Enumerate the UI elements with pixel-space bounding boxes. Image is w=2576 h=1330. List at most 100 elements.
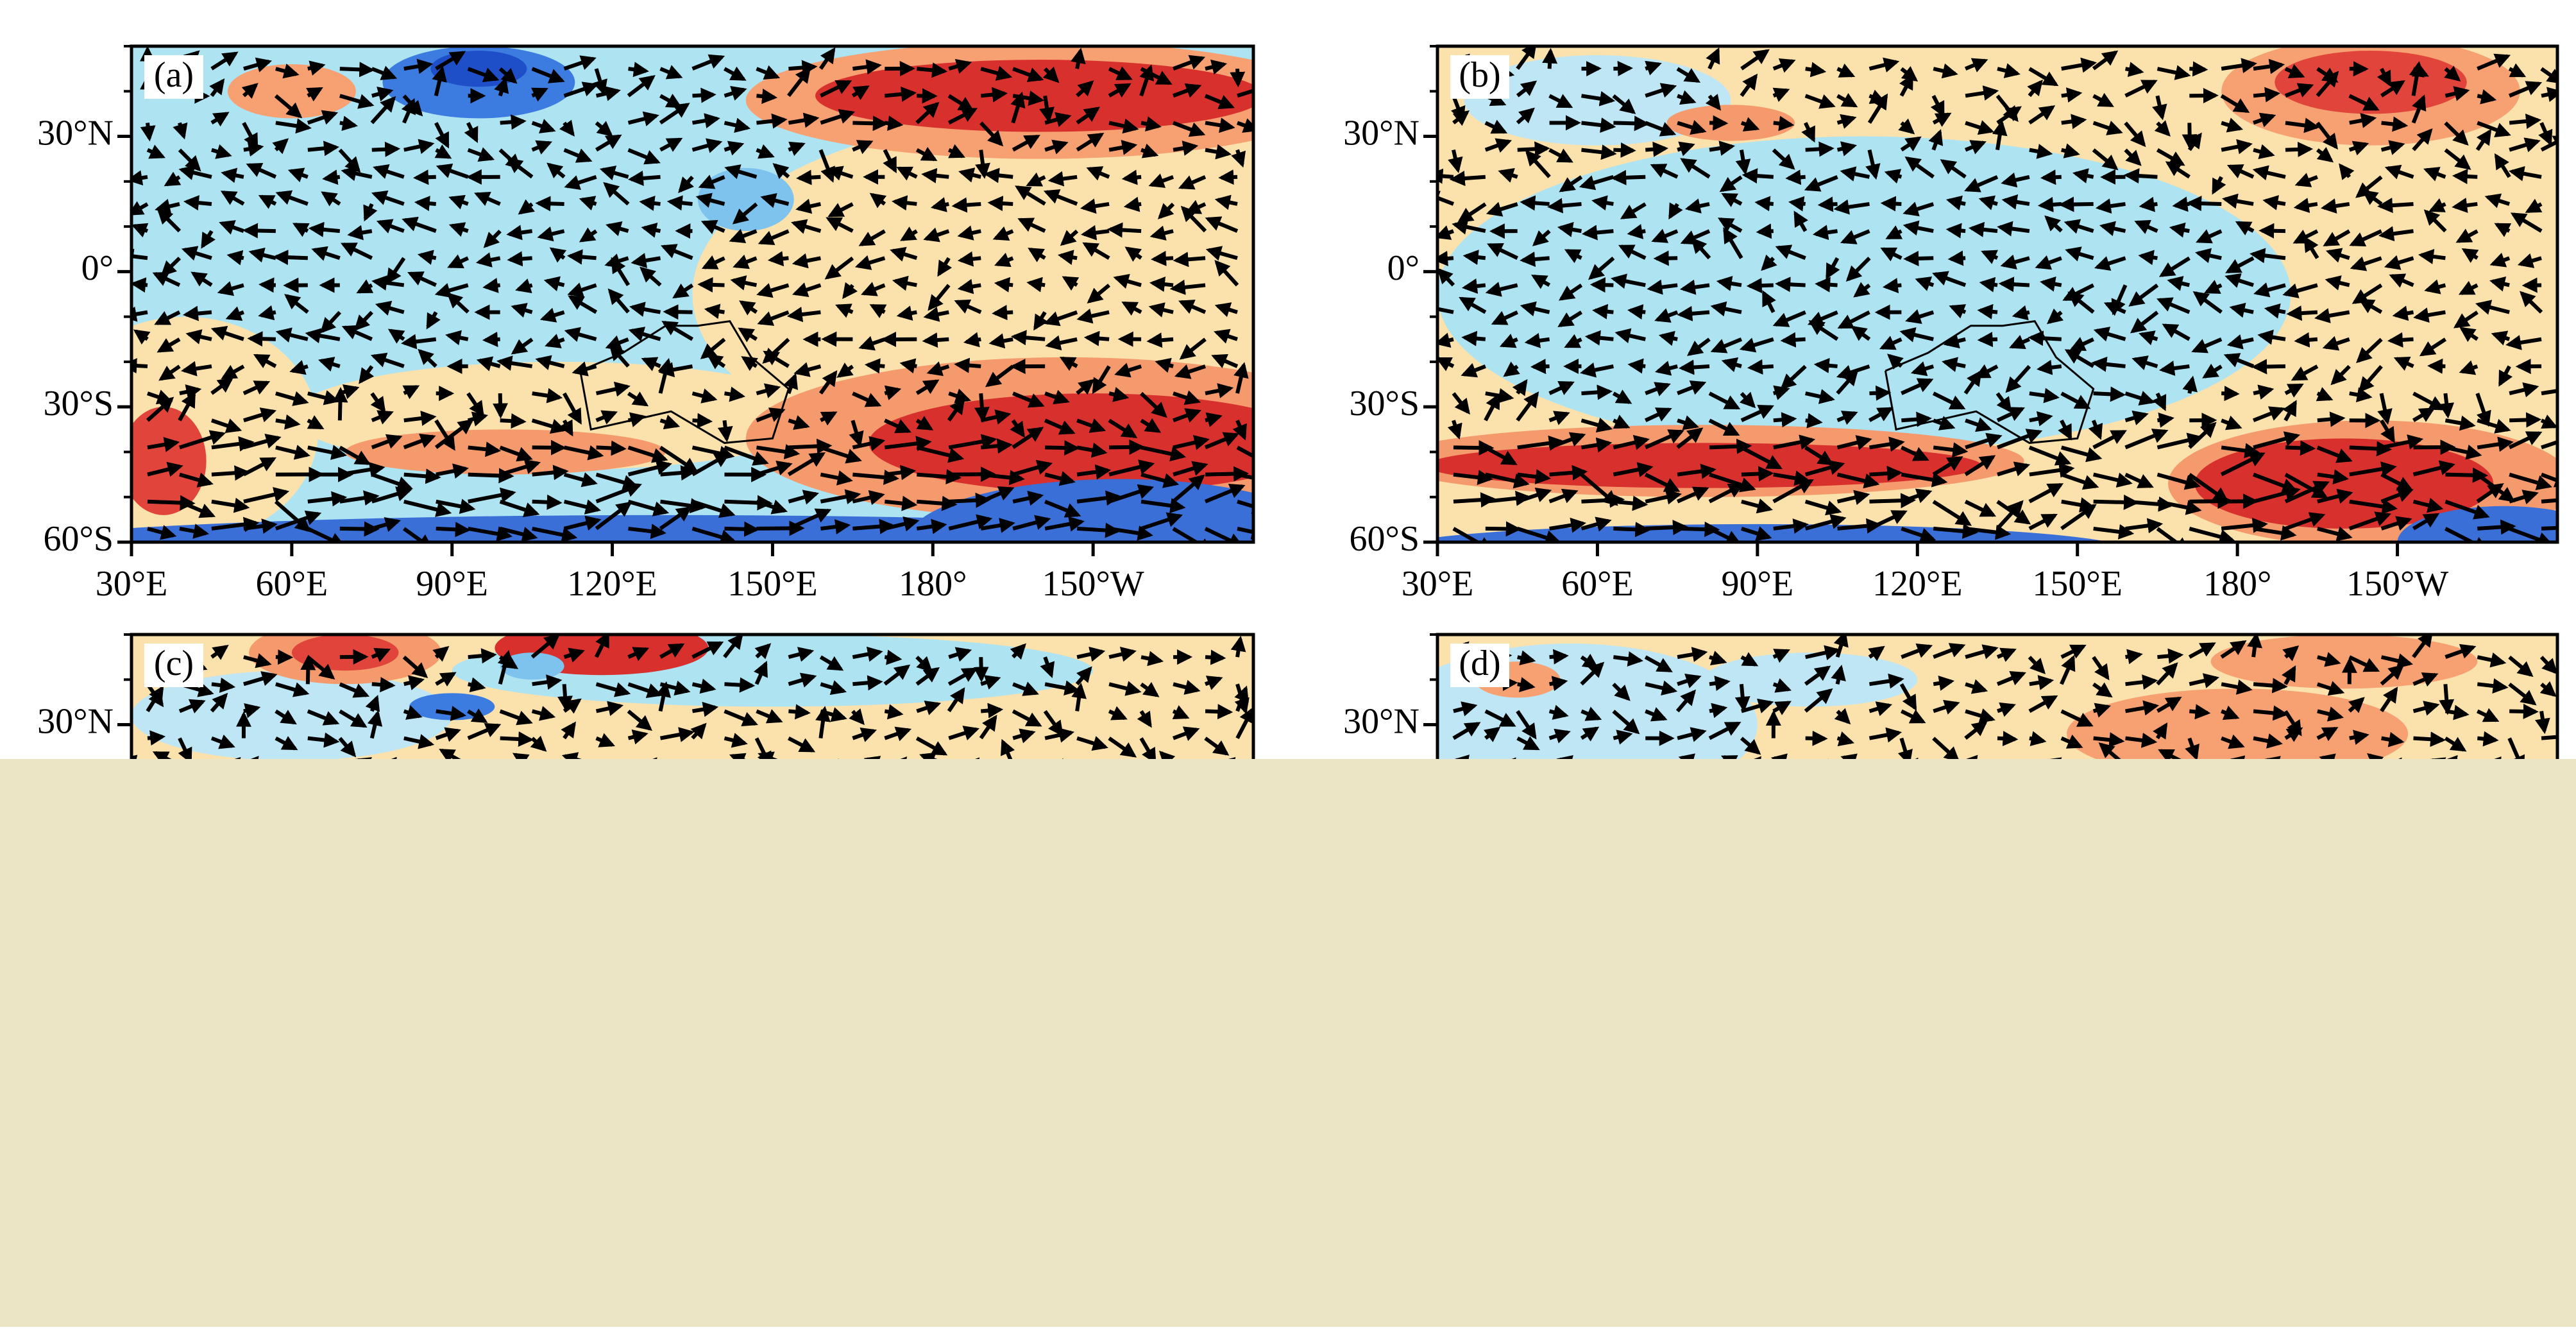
wind-vector (1588, 337, 1614, 339)
wind-vector (2455, 176, 2478, 177)
wind-vector (1778, 284, 1806, 285)
wind-vector (500, 121, 523, 123)
wind-vector (340, 390, 341, 420)
wind-vector (1205, 657, 1223, 658)
wind-vector (1465, 285, 1486, 287)
wind-vector (2062, 93, 2080, 96)
wind-vector (1045, 447, 1076, 448)
wind-vector (1585, 231, 1614, 234)
x-tick-label: 30°E (1402, 564, 1474, 604)
wind-vector (2477, 738, 2496, 740)
wind-vector (1550, 656, 1566, 657)
wind-vector (418, 202, 436, 204)
wind-vector (981, 94, 1004, 96)
wind-vector (1534, 366, 1550, 367)
x-tick-label: 120°E (567, 564, 657, 604)
x-tick-label: 180° (899, 564, 967, 604)
wind-vector (885, 123, 900, 124)
wind-vector (1631, 364, 1645, 366)
x-tick-label: 150°E (727, 564, 818, 604)
wind-vector (2126, 654, 2140, 657)
wind-vector (2255, 366, 2285, 367)
wind-vector (799, 177, 821, 178)
wind-vector (1109, 447, 1142, 448)
wind-vector (2253, 94, 2277, 96)
wind-vector (436, 529, 468, 530)
shaded-anomaly (2211, 635, 2478, 688)
wind-vector (895, 201, 917, 204)
wind-vector (308, 658, 309, 684)
wind-vector (2391, 339, 2414, 341)
wind-vector (1783, 339, 1805, 341)
wind-vector (1550, 472, 1585, 474)
wind-vector (2175, 204, 2189, 206)
wind-vector (340, 123, 355, 125)
panel-label: (d) (1459, 644, 1500, 683)
y-tick-label: 30°N (1343, 701, 1419, 741)
wind-vector (486, 339, 500, 340)
panel-label: (b) (1459, 55, 1500, 95)
wind-vector (1613, 68, 1630, 69)
wind-vector (981, 393, 983, 420)
wind-vector (1750, 366, 1774, 368)
wind-vector (885, 657, 899, 659)
wind-vector (1758, 203, 1774, 204)
wind-vector (771, 258, 789, 260)
wind-vector (1949, 230, 1965, 231)
wind-vector (885, 711, 901, 713)
x-tick-label: 90°E (1722, 564, 1794, 604)
wind-vector (1886, 285, 1902, 287)
panel-label: (c) (154, 644, 194, 683)
wind-vector (724, 684, 752, 685)
wind-vector (500, 420, 523, 422)
wind-vector (756, 528, 801, 529)
wind-vector (2509, 711, 2536, 712)
x-tick-label: 30°E (96, 564, 168, 604)
wind-vector (1645, 148, 1665, 149)
wind-vector (2221, 501, 2255, 502)
wind-vector (1682, 366, 1709, 368)
wind-vector (2380, 204, 2414, 206)
wind-vector (1774, 123, 1792, 124)
wind-vector (2221, 393, 2237, 394)
wind-vector (954, 204, 981, 206)
wind-vector (1110, 229, 1141, 231)
x-tick-label: 150°W (1042, 564, 1144, 604)
wind-vector (902, 364, 917, 366)
wind-vector (925, 339, 949, 341)
wind-vector (2142, 204, 2157, 206)
wind-vector (629, 69, 647, 71)
wind-vector (1523, 258, 1550, 260)
wind-vector (1124, 177, 1141, 179)
wind-vector (957, 364, 981, 366)
wind-vector (1982, 283, 1997, 286)
wind-vector (1523, 202, 1549, 204)
wind-vector (187, 201, 212, 204)
wind-vector (2141, 256, 2157, 259)
wind-vector (868, 365, 885, 366)
wind-vector (1980, 339, 1997, 340)
wind-vector (2445, 684, 2447, 712)
x-tick-label: 60°E (256, 564, 328, 604)
x-tick-label: 150°W (2346, 564, 2448, 604)
wind-vector (1613, 150, 1633, 151)
y-tick-label: 0° (1387, 248, 1419, 288)
x-tick-label: 120°E (1872, 564, 1963, 604)
wind-vector (2382, 123, 2405, 125)
wind-vector (1680, 312, 1709, 315)
wind-vector (1430, 175, 1453, 177)
wind-vector (1821, 204, 1838, 205)
wind-vector (1127, 204, 1142, 207)
y-tick-label: 30°N (37, 701, 114, 741)
wind-vector (1613, 529, 1647, 530)
wind-vector (1581, 391, 1609, 393)
wind-vector (2541, 736, 2569, 738)
wind-vector (1806, 69, 1824, 71)
y-tick-label: 60°S (43, 519, 114, 559)
wind-vector (532, 502, 559, 503)
wind-vector (212, 684, 232, 686)
wind-vector (325, 177, 340, 179)
y-tick-label: 0° (81, 248, 114, 288)
